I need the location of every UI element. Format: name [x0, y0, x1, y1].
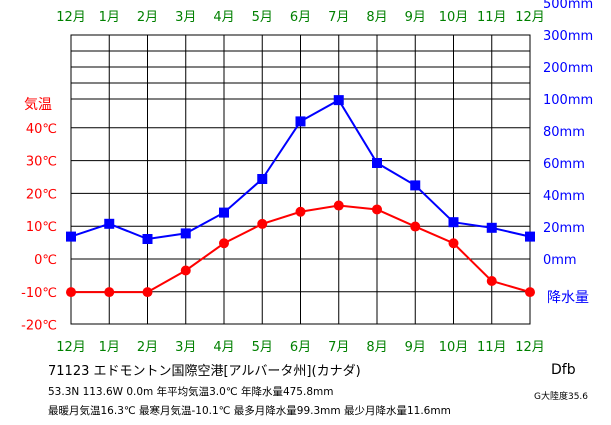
month-label-top: 9月 — [405, 10, 426, 25]
precipitation-tick-label: 80mm — [543, 125, 585, 140]
chart-grid — [70, 34, 531, 325]
month-label-top: 2月 — [137, 10, 158, 25]
precipitation-point — [104, 218, 115, 229]
month-label-bottom: 2月 — [137, 340, 158, 355]
precipitation-tick-label: 20mm — [543, 221, 585, 236]
temperature-tick-label: 30℃ — [26, 155, 57, 170]
koppen-class: Dfb — [551, 362, 576, 378]
temperature-axis-label: 気温 — [24, 97, 52, 113]
month-label-bottom: 1月 — [99, 340, 120, 355]
month-label-bottom: 4月 — [213, 340, 234, 355]
month-label-bottom: 11月 — [477, 340, 507, 355]
temperature-tick-label: 0℃ — [34, 253, 57, 268]
station-stats-line2: 最暖月気温16.3℃ 最寒月気温-10.1℃ 最多月降水量99.3mm 最少月降… — [48, 405, 451, 417]
precipitation-tick-label: 100mm — [543, 93, 593, 108]
precipitation-axis-label: 降水量 — [547, 290, 589, 306]
temperature-tick-label: 20℃ — [26, 187, 57, 202]
precipitation-tick-label: 500mm — [543, 0, 593, 12]
temperature-point — [142, 287, 153, 298]
month-label-bottom: 8月 — [366, 340, 387, 355]
month-label-top: 7月 — [328, 10, 349, 25]
precipitation-point — [66, 231, 76, 242]
precipitation-tick-label: 60mm — [543, 157, 585, 172]
precipitation-point — [219, 207, 229, 218]
precipitation-point — [257, 174, 268, 184]
month-label-top: 8月 — [366, 10, 387, 25]
month-label-bottom: 7月 — [328, 340, 349, 355]
precipitation-point — [333, 95, 344, 106]
chart-series — [66, 95, 535, 298]
precipitation-point — [486, 222, 497, 233]
precipitation-tick-label: 40mm — [543, 189, 585, 204]
temperature-point — [486, 275, 497, 286]
chart-labels: 12月 12月 1月 1月 2月 2月 3月 3月 4月 4月 5月 5月 6月 6月 7月 7月 8月 8月 9月… — [21, 0, 593, 355]
temperature-point — [295, 206, 306, 217]
precipitation-tick-label: 200mm — [543, 61, 593, 76]
temperature-tick-label: -20℃ — [21, 319, 57, 334]
month-label-bottom: 12月 — [56, 340, 86, 355]
temperature-point — [410, 221, 421, 232]
month-label-top: 10月 — [439, 10, 469, 25]
month-label-top: 11月 — [477, 10, 507, 25]
temperature-point — [180, 265, 191, 276]
station-name: 71123 エドモントン国際空港[アルバータ州](カナダ) — [48, 364, 361, 379]
month-label-bottom: 10月 — [439, 340, 469, 355]
precipitation-point — [142, 234, 153, 244]
precipitation-point — [448, 217, 459, 228]
precipitation-tick-label: 300mm — [543, 29, 593, 44]
month-label-bottom: 9月 — [405, 340, 426, 355]
month-label-top: 3月 — [175, 10, 196, 25]
precipitation-tick-label: 0mm — [543, 253, 577, 268]
temperature-point — [372, 204, 382, 215]
continentality-index: G大陸度35.6 — [534, 392, 589, 402]
precipitation-point — [372, 158, 382, 168]
temperature-tick-label: -10℃ — [21, 286, 57, 301]
precipitation-point — [525, 231, 535, 242]
month-label-top: 12月 — [56, 10, 86, 25]
month-label-bottom: 6月 — [290, 340, 311, 355]
month-label-bottom: 5月 — [252, 340, 273, 355]
temperature-tick-label: 40℃ — [26, 122, 57, 137]
month-label-top: 6月 — [290, 10, 311, 25]
temperature-point — [525, 287, 535, 298]
month-label-top: 5月 — [252, 10, 273, 25]
precipitation-point — [410, 180, 421, 191]
precipitation-point — [295, 116, 306, 127]
temperature-point — [66, 287, 76, 298]
temperature-point — [219, 238, 229, 249]
temperature-point — [448, 238, 459, 249]
month-label-bottom: 12月 — [515, 340, 545, 355]
month-label-top: 4月 — [213, 10, 234, 25]
station-stats-line1: 53.3N 113.6W 0.0m 年平均気温3.0℃ 年降水量475.8mm — [48, 386, 334, 398]
temperature-tick-label: 10℃ — [26, 220, 57, 235]
month-label-top: 1月 — [99, 10, 120, 25]
month-label-bottom: 3月 — [175, 340, 196, 355]
temperature-point — [257, 218, 268, 229]
precipitation-point — [180, 228, 191, 239]
temperature-point — [333, 200, 344, 211]
month-label-top: 12月 — [515, 10, 545, 25]
temperature-point — [104, 287, 115, 298]
